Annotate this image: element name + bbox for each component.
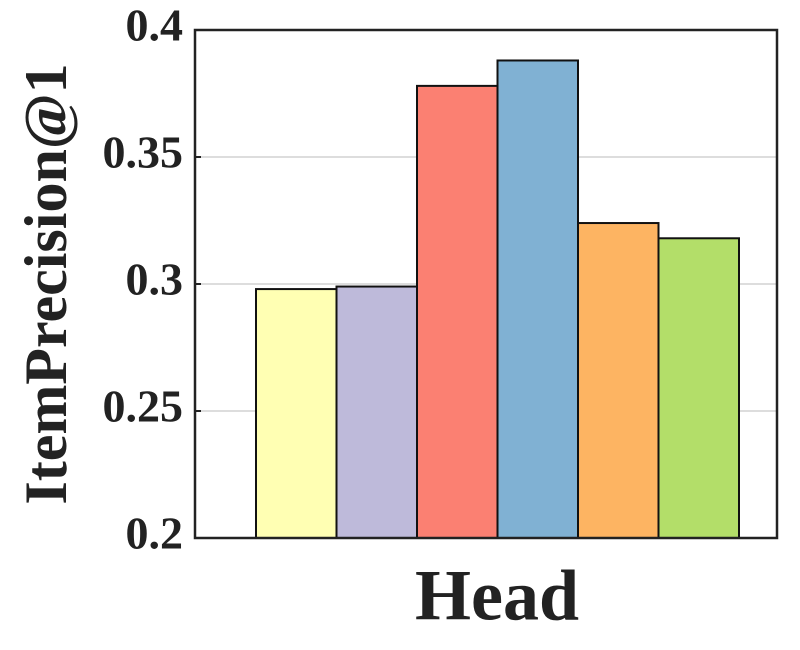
y-tick-label: 0.35	[103, 127, 184, 178]
y-tick-label: 0.4	[126, 0, 184, 51]
bar	[416, 84, 499, 539]
y-tick-label: 0.2	[126, 508, 184, 559]
y-tick-label: 0.3	[126, 254, 184, 305]
y-tick-label: 0.25	[103, 381, 184, 432]
bar	[335, 285, 418, 540]
y-axis-label: ItemPrecision@1	[13, 63, 79, 504]
bar	[255, 288, 338, 539]
x-axis-label: Head	[415, 556, 579, 636]
bar	[657, 237, 740, 539]
plot-frame	[193, 28, 779, 540]
bar	[496, 59, 579, 539]
bar	[577, 222, 660, 539]
